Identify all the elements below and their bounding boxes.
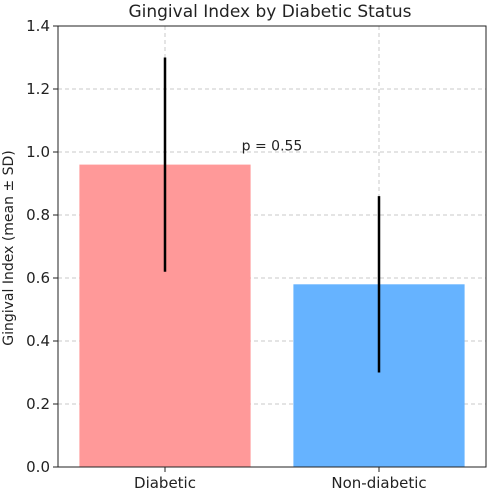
x-tick-label: Non-diabetic xyxy=(331,474,426,490)
y-tick-label: 0.0 xyxy=(26,458,50,476)
plot-frame xyxy=(57,25,487,468)
y-ticks: 0.0 0.2 0.4 0.6 0.8 1.0 1.2 1.4 xyxy=(26,17,58,476)
y-tick-label: 1.0 xyxy=(26,143,50,161)
x-ticks: Diabetic Non-diabetic xyxy=(134,467,427,490)
error-bars xyxy=(163,57,381,373)
y-axis-label: Gingival Index (mean ± SD) xyxy=(1,150,17,346)
y-tick-label: 1.4 xyxy=(26,17,50,35)
y-tick-label: 1.2 xyxy=(26,80,50,98)
y-tick-label: 0.6 xyxy=(26,269,50,287)
bars xyxy=(79,164,465,467)
y-tick-label: 0.8 xyxy=(26,206,50,224)
chart-title: Gingival Index by Diabetic Status xyxy=(128,2,411,22)
y-tick-label: 0.4 xyxy=(26,332,50,350)
x-tick-label: Diabetic xyxy=(134,474,196,490)
p-value-annotation: p = 0.55 xyxy=(242,139,303,155)
y-tick-label: 0.2 xyxy=(26,395,50,413)
